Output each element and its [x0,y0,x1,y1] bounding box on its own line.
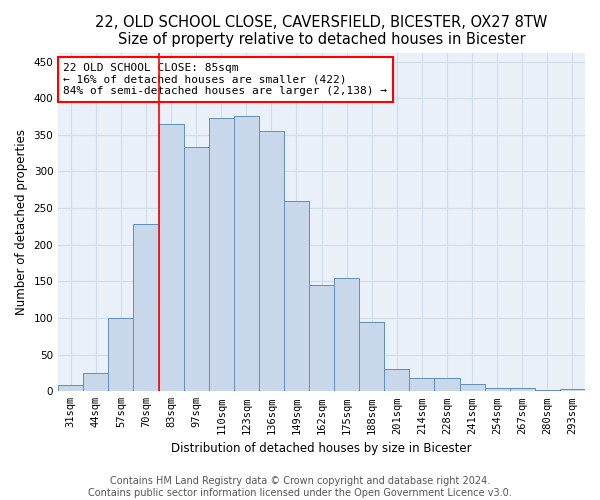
Bar [460,384,485,392]
Bar [158,124,184,392]
Bar [560,389,585,392]
Bar [359,322,385,392]
Bar [409,378,434,392]
Bar [109,318,133,392]
Bar [334,278,359,392]
Bar [510,388,535,392]
Bar [309,285,334,392]
Bar [234,116,259,392]
Y-axis label: Number of detached properties: Number of detached properties [15,129,28,315]
Bar [535,390,560,392]
X-axis label: Distribution of detached houses by size in Bicester: Distribution of detached houses by size … [171,442,472,455]
Bar [284,201,309,392]
Bar [385,370,409,392]
Bar [184,148,209,392]
Title: 22, OLD SCHOOL CLOSE, CAVERSFIELD, BICESTER, OX27 8TW
Size of property relative : 22, OLD SCHOOL CLOSE, CAVERSFIELD, BICES… [95,15,548,48]
Bar [209,118,234,392]
Text: 22 OLD SCHOOL CLOSE: 85sqm
← 16% of detached houses are smaller (422)
84% of sem: 22 OLD SCHOOL CLOSE: 85sqm ← 16% of deta… [64,63,388,96]
Text: Contains HM Land Registry data © Crown copyright and database right 2024.
Contai: Contains HM Land Registry data © Crown c… [88,476,512,498]
Bar [434,378,460,392]
Bar [83,373,109,392]
Bar [58,386,83,392]
Bar [485,388,510,392]
Bar [133,224,158,392]
Bar [259,131,284,392]
